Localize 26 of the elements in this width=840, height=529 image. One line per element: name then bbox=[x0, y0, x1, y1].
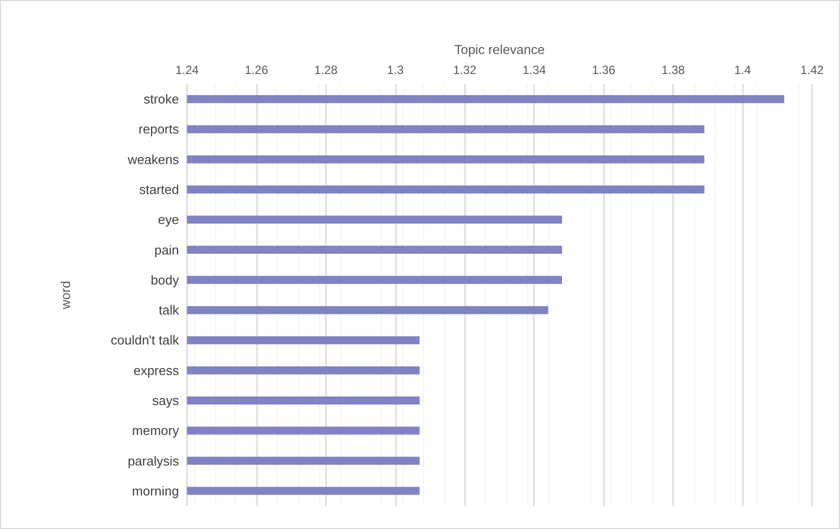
x-tick-label: 1.4 bbox=[734, 63, 752, 77]
x-tick-label: 1.26 bbox=[244, 63, 268, 77]
x-tick-label: 1.36 bbox=[592, 63, 616, 77]
y-tick-label: express bbox=[133, 362, 180, 378]
y-tick-label: eye bbox=[158, 212, 179, 228]
y-tick-label: talk bbox=[158, 302, 180, 318]
x-tick-label: 1.34 bbox=[522, 63, 546, 77]
y-tick-label: says bbox=[152, 393, 180, 408]
x-tick-label: 1.38 bbox=[661, 63, 686, 77]
x-axis-title: Topic relevance bbox=[454, 42, 545, 57]
y-tick-label: morning bbox=[132, 483, 179, 498]
x-tick-label: 1.24 bbox=[175, 63, 199, 77]
x-tick-label: 1.32 bbox=[453, 63, 477, 77]
y-tick-label: started bbox=[139, 182, 179, 197]
y-tick-label: paralysis bbox=[128, 453, 180, 468]
y-tick-label: memory bbox=[132, 423, 180, 438]
y-tick-label: weakens bbox=[126, 152, 180, 167]
y-tick-label: stroke bbox=[144, 92, 179, 107]
x-tick-label: 1.3 bbox=[386, 63, 404, 77]
y-axis-title: word bbox=[58, 280, 73, 310]
x-tick-label: 1.42 bbox=[800, 63, 824, 77]
x-tick-label: 1.28 bbox=[314, 63, 338, 77]
y-tick-label: pain bbox=[154, 242, 179, 258]
y-tick-label: couldn't talk bbox=[110, 332, 180, 348]
y-tick-label: body bbox=[150, 272, 180, 288]
y-tick-label: reports bbox=[138, 122, 180, 137]
